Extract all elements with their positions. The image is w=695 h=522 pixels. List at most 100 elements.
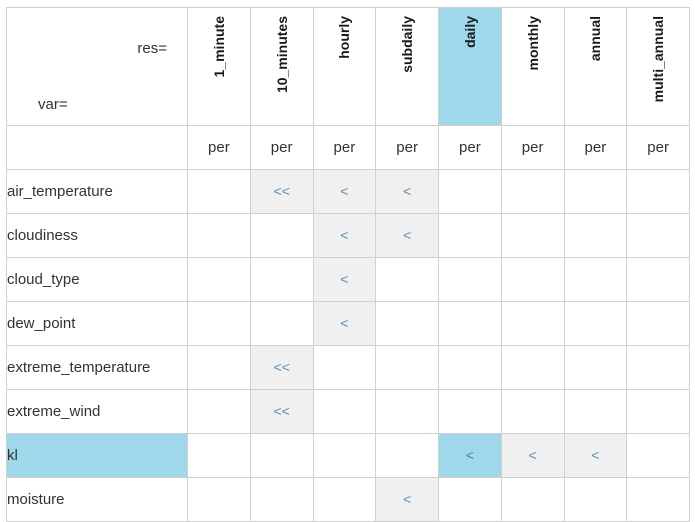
dataset-link[interactable]: < xyxy=(340,314,349,331)
dataset-cell-empty xyxy=(249,433,314,478)
resolution-header-multi-annual[interactable]: multi_annual xyxy=(626,7,690,126)
dataset-link[interactable]: < xyxy=(403,490,412,507)
variable-label[interactable]: cloud_type xyxy=(6,257,188,302)
resolution-header-10-minutes[interactable]: 10_minutes xyxy=(249,7,314,126)
dataset-cell-empty xyxy=(249,213,314,258)
variable-row-air-temperature: air_temperature << < < xyxy=(6,169,690,214)
dataset-link[interactable]: << xyxy=(273,402,290,419)
per-row: per per per per per per per per xyxy=(6,125,690,170)
per-link[interactable]: per xyxy=(500,125,565,170)
variable-label[interactable]: moisture xyxy=(6,477,188,522)
dataset-cell-empty xyxy=(500,301,565,346)
dataset-cell-available[interactable]: << xyxy=(249,169,314,214)
dataset-link[interactable]: < xyxy=(465,446,474,463)
per-link[interactable]: per xyxy=(375,125,439,170)
dataset-link[interactable]: << xyxy=(273,358,290,375)
variable-label[interactable]: dew_point xyxy=(6,301,188,346)
resolution-header-daily[interactable]: daily xyxy=(438,7,502,126)
dataset-cell-empty xyxy=(438,213,502,258)
resolution-variable-grid: res= var= 1_minute 10_minutes hourly subdai… xyxy=(6,7,690,522)
resolution-label[interactable]: hourly xyxy=(336,16,353,59)
resolution-header-monthly[interactable]: monthly xyxy=(500,7,565,126)
dataset-link[interactable]: < xyxy=(403,182,412,199)
dataset-cell-empty xyxy=(438,301,502,346)
dataset-cell-available[interactable]: < xyxy=(312,301,377,346)
dataset-cell-available[interactable]: << xyxy=(249,389,314,434)
resolution-label[interactable]: daily xyxy=(461,16,478,48)
resolution-header-annual[interactable]: annual xyxy=(563,7,628,126)
per-row-empty-cell xyxy=(6,125,188,170)
resolution-label[interactable]: annual xyxy=(587,16,604,62)
variable-label[interactable]: cloudiness xyxy=(6,213,188,258)
dataset-cell-available[interactable]: < xyxy=(375,213,439,258)
dataset-link[interactable]: < xyxy=(528,446,537,463)
variable-rows: air_temperature << < < cloudiness < < cloud_typ… xyxy=(6,169,690,522)
variable-label[interactable]: air_temperature xyxy=(6,169,188,214)
dataset-link[interactable]: < xyxy=(340,226,349,243)
resolution-label[interactable]: subdaily xyxy=(399,16,416,73)
res-axis-label: res= xyxy=(137,40,167,57)
dataset-cell-empty xyxy=(626,169,690,214)
dataset-cell-empty xyxy=(563,257,628,302)
dataset-cell-empty xyxy=(187,213,251,258)
variable-row-kl: kl < < < xyxy=(6,433,690,478)
dataset-cell-empty xyxy=(500,169,565,214)
dataset-cell-available[interactable]: << xyxy=(249,345,314,390)
per-link[interactable]: per xyxy=(187,125,251,170)
dataset-cell-empty xyxy=(312,433,377,478)
dataset-cell-available[interactable]: < xyxy=(312,257,377,302)
dataset-cell-empty xyxy=(500,257,565,302)
dataset-cell-empty xyxy=(500,213,565,258)
dataset-cell-empty xyxy=(626,257,690,302)
dataset-cell-empty xyxy=(312,477,377,522)
variable-label[interactable]: extreme_temperature xyxy=(6,345,188,390)
dataset-cell-available[interactable]: < xyxy=(312,213,377,258)
variable-row-dew-point: dew_point < xyxy=(6,301,690,346)
resolution-header-hourly[interactable]: hourly xyxy=(312,7,377,126)
resolution-label[interactable]: 1_minute xyxy=(210,16,227,78)
dataset-cell-empty xyxy=(626,477,690,522)
resolution-header-row: res= var= 1_minute 10_minutes hourly subdai… xyxy=(6,7,690,126)
dataset-cell-empty xyxy=(500,389,565,434)
resolution-header-1-minute[interactable]: 1_minute xyxy=(187,7,251,126)
dataset-link[interactable]: < xyxy=(591,446,600,463)
per-link[interactable]: per xyxy=(626,125,690,170)
dataset-cell-available[interactable]: < xyxy=(438,433,502,478)
dataset-cell-empty xyxy=(187,257,251,302)
dataset-cell-empty xyxy=(187,301,251,346)
per-link[interactable]: per xyxy=(312,125,377,170)
variable-row-cloudiness: cloudiness < < xyxy=(6,213,690,258)
dataset-cell-empty xyxy=(626,345,690,390)
dataset-cell-empty xyxy=(375,257,439,302)
dataset-cell-empty xyxy=(375,301,439,346)
dataset-cell-available[interactable]: < xyxy=(500,433,565,478)
dataset-cell-empty xyxy=(438,345,502,390)
variable-row-extreme-wind: extreme_wind << xyxy=(6,389,690,434)
dataset-cell-available[interactable]: < xyxy=(563,433,628,478)
dataset-link[interactable]: << xyxy=(273,182,290,199)
dataset-cell-empty xyxy=(500,477,565,522)
dataset-cell-empty xyxy=(187,389,251,434)
variable-label[interactable]: extreme_wind xyxy=(6,389,188,434)
dataset-cell-empty xyxy=(563,301,628,346)
resolution-header-subdaily[interactable]: subdaily xyxy=(375,7,439,126)
dataset-cell-empty xyxy=(563,345,628,390)
dataset-link[interactable]: < xyxy=(403,226,412,243)
per-link[interactable]: per xyxy=(563,125,628,170)
dataset-cell-empty xyxy=(626,213,690,258)
dataset-cell-available[interactable]: < xyxy=(375,169,439,214)
dataset-cell-available[interactable]: < xyxy=(375,477,439,522)
dataset-cell-available[interactable]: < xyxy=(312,169,377,214)
dataset-link[interactable]: < xyxy=(340,182,349,199)
dataset-cell-empty xyxy=(438,257,502,302)
dataset-cell-empty xyxy=(438,389,502,434)
resolution-label[interactable]: multi_annual xyxy=(650,16,667,103)
dataset-cell-empty xyxy=(626,389,690,434)
resolution-label[interactable]: monthly xyxy=(524,16,541,71)
var-axis-label: var= xyxy=(38,96,68,113)
resolution-label[interactable]: 10_minutes xyxy=(273,16,290,94)
per-link[interactable]: per xyxy=(249,125,314,170)
variable-label[interactable]: kl xyxy=(6,433,188,478)
per-link[interactable]: per xyxy=(438,125,502,170)
dataset-link[interactable]: < xyxy=(340,270,349,287)
